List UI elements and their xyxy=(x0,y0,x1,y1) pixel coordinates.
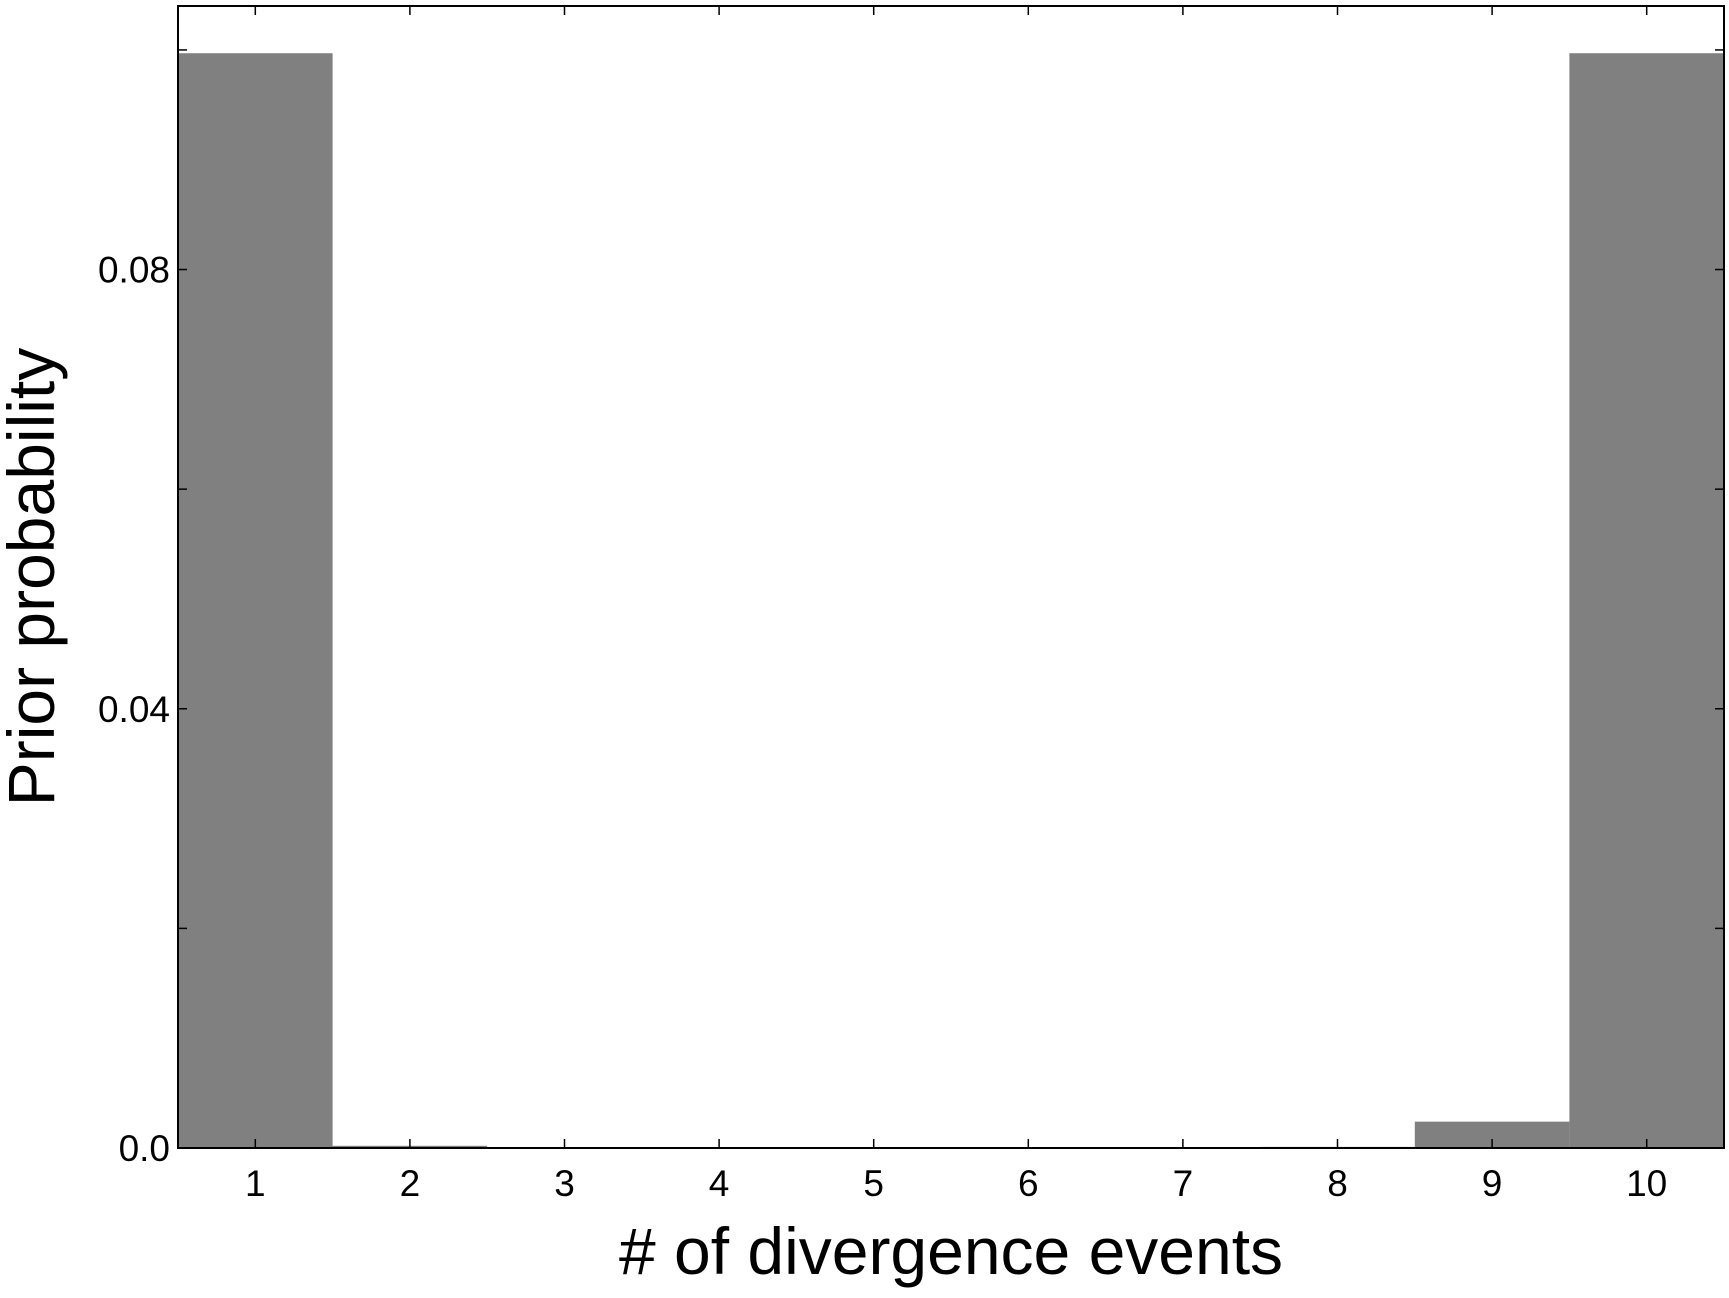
x-tick-label-4: 4 xyxy=(709,1163,730,1204)
bar-1 xyxy=(178,53,333,1149)
bars-layer xyxy=(178,53,1724,1149)
labels-layer: 1 2 3 4 5 6 7 8 9 10 0.0 0.04 0.08 xyxy=(98,250,1667,1204)
x-tick-label-9: 9 xyxy=(1482,1163,1503,1204)
y-tick-label-0.04: 0.04 xyxy=(98,689,170,730)
y-tick-label-0.0: 0.0 xyxy=(119,1128,170,1169)
x-tick-label-6: 6 xyxy=(1018,1163,1039,1204)
bar-10 xyxy=(1569,53,1724,1149)
x-tick-label-10: 10 xyxy=(1626,1163,1667,1204)
x-tick-label-1: 1 xyxy=(245,1163,266,1204)
x-tick-label-5: 5 xyxy=(863,1163,884,1204)
y-axis-title: Prior probability xyxy=(0,348,68,807)
x-tick-label-3: 3 xyxy=(554,1163,575,1204)
ticks-layer xyxy=(178,6,1724,1149)
y-tick-label-0.08: 0.08 xyxy=(98,250,170,291)
plot-frame xyxy=(177,5,1725,1149)
x-axis-title: # of divergence events xyxy=(619,1214,1283,1288)
x-tick-label-8: 8 xyxy=(1327,1163,1348,1204)
x-tick-label-2: 2 xyxy=(400,1163,421,1204)
x-tick-label-7: 7 xyxy=(1173,1163,1194,1204)
